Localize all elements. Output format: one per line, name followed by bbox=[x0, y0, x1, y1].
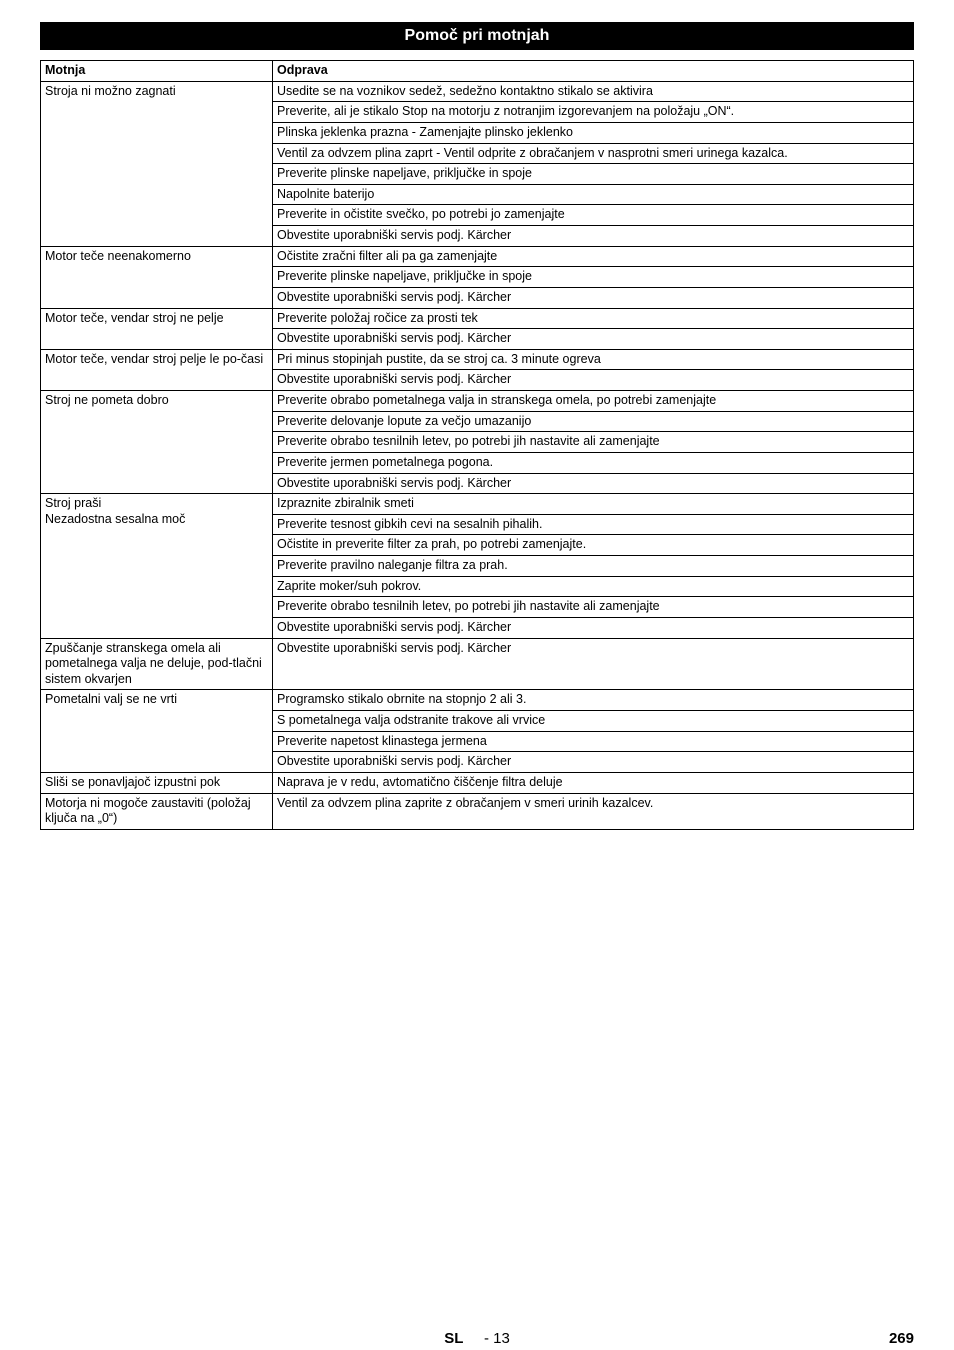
odprava-cell: Usedite se na voznikov sedež, sedežno ko… bbox=[273, 81, 914, 102]
odprava-cell: Obvestite uporabniški servis podj. Kärch… bbox=[273, 752, 914, 773]
odprava-cell: Plinska jeklenka prazna - Zamenjajte pli… bbox=[273, 122, 914, 143]
page: Pomoč pri motnjah Motnja Odprava Stroja … bbox=[0, 0, 954, 1350]
odprava-cell: Preverite plinske napeljave, priključke … bbox=[273, 164, 914, 185]
odprava-cell: Naprava je v redu, avtomatično čiščenje … bbox=[273, 772, 914, 793]
odprava-cell: Očistite zračni filter ali pa ga zamenja… bbox=[273, 246, 914, 267]
odprava-cell: Obvestite uporabniški servis podj. Kärch… bbox=[273, 370, 914, 391]
odprava-cell: Zaprite moker/suh pokrov. bbox=[273, 576, 914, 597]
odprava-cell: Napolnite baterijo bbox=[273, 184, 914, 205]
section-title: Pomoč pri motnjah bbox=[40, 22, 914, 50]
table-row: Stroja ni možno zagnatiUsedite se na voz… bbox=[41, 81, 914, 102]
odprava-cell: Izpraznite zbiralnik smeti bbox=[273, 494, 914, 515]
table-row: Motor teče neenakomernoOčistite zračni f… bbox=[41, 246, 914, 267]
odprava-cell: Obvestite uporabniški servis podj. Kärch… bbox=[273, 287, 914, 308]
motnja-cell: Stroja ni možno zagnati bbox=[41, 81, 273, 246]
odprava-cell: Obvestite uporabniški servis podj. Kärch… bbox=[273, 617, 914, 638]
odprava-cell: Obvestite uporabniški servis podj. Kärch… bbox=[273, 473, 914, 494]
odprava-cell: Preverite obrabo pometalnega valja in st… bbox=[273, 391, 914, 412]
odprava-cell: Preverite obrabo tesnilnih letev, po pot… bbox=[273, 432, 914, 453]
motnja-cell: Zpuščanje stranskega omela ali pometalne… bbox=[41, 638, 273, 690]
odprava-cell: Preverite obrabo tesnilnih letev, po pot… bbox=[273, 597, 914, 618]
odprava-cell: Preverite napetost klinastega jermena bbox=[273, 731, 914, 752]
table-row: Stroj prašiNezadostna sesalna močIzprazn… bbox=[41, 494, 914, 515]
motnja-cell: Motor teče, vendar stroj ne pelje bbox=[41, 308, 273, 349]
motnja-cell: Sliši se ponavljajoč izpustni pok bbox=[41, 772, 273, 793]
motnja-cell: Motorja ni mogoče zaustaviti (položaj kl… bbox=[41, 793, 273, 829]
odprava-cell: Obvestite uporabniški servis podj. Kärch… bbox=[273, 226, 914, 247]
odprava-cell: Preverite plinske napeljave, priključke … bbox=[273, 267, 914, 288]
odprava-cell: Ventil za odvzem plina zaprt - Ventil od… bbox=[273, 143, 914, 164]
table-row: Motor teče, vendar stroj pelje le po-čas… bbox=[41, 349, 914, 370]
odprava-cell: Preverite, ali je stikalo Stop na motorj… bbox=[273, 102, 914, 123]
table-row: Zpuščanje stranskega omela ali pometalne… bbox=[41, 638, 914, 690]
footer-lang: SL bbox=[444, 1330, 463, 1347]
troubleshooting-table: Motnja Odprava Stroja ni možno zagnatiUs… bbox=[40, 60, 914, 830]
odprava-cell: Programsko stikalo obrnite na stopnjo 2 … bbox=[273, 690, 914, 711]
table-header-row: Motnja Odprava bbox=[41, 61, 914, 82]
odprava-cell: Obvestite uporabniški servis podj. Kärch… bbox=[273, 329, 914, 350]
odprava-cell: Očistite in preverite filter za prah, po… bbox=[273, 535, 914, 556]
table-row: Pometalni valj se ne vrtiProgramsko stik… bbox=[41, 690, 914, 711]
odprava-cell: Ventil za odvzem plina zaprite z obračan… bbox=[273, 793, 914, 829]
table-row: Motor teče, vendar stroj ne peljePreveri… bbox=[41, 308, 914, 329]
motnja-cell: Motor teče neenakomerno bbox=[41, 246, 273, 308]
motnja-cell: Pometalni valj se ne vrti bbox=[41, 690, 273, 773]
motnja-cell: Stroj prašiNezadostna sesalna moč bbox=[41, 494, 273, 638]
odprava-cell: Pri minus stopinjah pustite, da se stroj… bbox=[273, 349, 914, 370]
odprava-cell: Preverite delovanje lopute za večjo umaz… bbox=[273, 411, 914, 432]
table-row: Stroj ne pometa dobroPreverite obrabo po… bbox=[41, 391, 914, 412]
table-row: Motorja ni mogoče zaustaviti (položaj kl… bbox=[41, 793, 914, 829]
col-header-motnja: Motnja bbox=[41, 61, 273, 82]
odprava-cell: Obvestite uporabniški servis podj. Kärch… bbox=[273, 638, 914, 690]
footer-local-page: - 13 bbox=[484, 1330, 510, 1347]
footer-global-page: 269 bbox=[889, 1330, 914, 1347]
col-header-odprava: Odprava bbox=[273, 61, 914, 82]
odprava-cell: Preverite jermen pometalnega pogona. bbox=[273, 452, 914, 473]
odprava-cell: S pometalnega valja odstranite trakove a… bbox=[273, 711, 914, 732]
odprava-cell: Preverite tesnost gibkih cevi na sesalni… bbox=[273, 514, 914, 535]
motnja-cell: Motor teče, vendar stroj pelje le po-čas… bbox=[41, 349, 273, 390]
motnja-cell: Stroj ne pometa dobro bbox=[41, 391, 273, 494]
odprava-cell: Preverite pravilno naleganje filtra za p… bbox=[273, 556, 914, 577]
odprava-cell: Preverite in očistite svečko, po potrebi… bbox=[273, 205, 914, 226]
odprava-cell: Preverite položaj ročice za prosti tek bbox=[273, 308, 914, 329]
table-row: Sliši se ponavljajoč izpustni pokNaprava… bbox=[41, 772, 914, 793]
footer-center: SL - 13 bbox=[40, 1330, 914, 1347]
